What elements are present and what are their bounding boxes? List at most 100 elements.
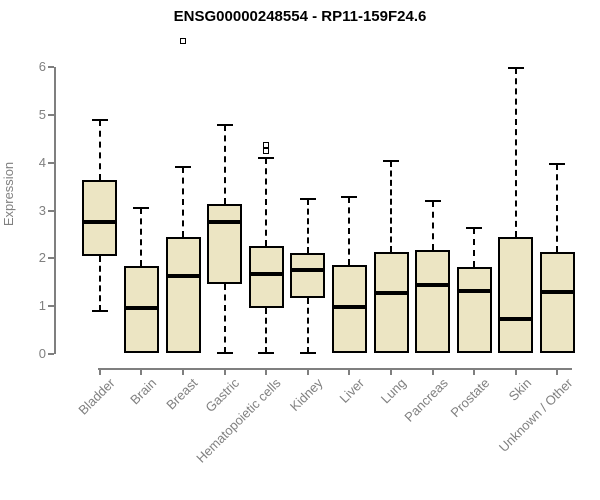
y-tick [48,257,54,260]
chart-title: ENSG00000248554 - RP11-159F24.6 [173,8,427,25]
outlier-hematopoietic-cells [263,142,270,149]
whisker-upper-brain [140,208,143,266]
x-axis-line [98,368,572,370]
whisker-upper-bladder [98,119,101,180]
y-tick-label: 0 [38,346,46,361]
y-tick [48,209,54,212]
whisker-cap-lower-hematopoietic-cells [258,351,275,354]
whisker-lower-bladder [98,255,101,311]
whisker-upper-gastric [223,125,226,205]
x-tick-label: Breast [163,375,201,413]
box-hematopoietic-cells [248,245,284,308]
y-tick-label: 6 [38,59,46,74]
median-breast [165,274,201,279]
median-hematopoietic-cells [248,272,284,277]
x-tick [514,368,517,375]
median-pancreas [415,283,451,288]
x-tick [182,368,184,375]
median-unknown-other [539,290,575,295]
y-tick-label: 1 [38,298,46,314]
median-gastric [207,220,243,225]
y-tick [48,66,54,68]
whisker-upper-skin [514,68,517,237]
x-tick [348,368,351,375]
median-bladder [82,219,118,224]
whisker-upper-hematopoietic-cells [265,158,268,246]
box-bladder [82,179,118,256]
outlier-hematopoietic-cells [263,148,270,155]
y-axis-line [54,67,56,354]
x-tick-label: Hematopoietic cells [193,375,285,466]
x-tick-label: Brain [127,375,160,408]
box-lung [373,252,409,354]
x-tick-label: Gastric [202,375,243,416]
median-liver [331,304,367,309]
x-tick [473,368,476,375]
median-prostate [456,288,492,293]
x-tick-label: Pancreas [401,375,451,425]
whisker-cap-upper-brain [133,207,150,210]
box-pancreas [415,250,451,354]
x-tick-label: Unknown / Other [495,375,576,455]
whisker-cap-upper-skin [507,67,524,70]
whisker-upper-liver [348,196,351,266]
whisker-cap-upper-gastric [216,124,233,127]
whisker-upper-lung [390,161,392,253]
x-tick [265,368,268,375]
outlier-breast [180,37,186,44]
y-tick-label: 3 [38,202,46,218]
box-prostate [456,267,492,354]
whisker-lower-kidney [306,298,309,353]
y-tick-label: 5 [38,106,46,122]
x-tick [98,368,101,375]
box-skin [498,236,534,354]
y-tick-label: 2 [38,250,46,266]
x-tick-label: Prostate [447,375,493,421]
median-skin [498,317,534,322]
whisker-cap-upper-hematopoietic-cells [258,157,275,160]
box-kidney [290,252,326,299]
y-tick [48,353,54,355]
median-brain [123,306,159,311]
whisker-cap-upper-kidney [299,198,316,201]
y-tick [48,161,54,164]
y-tick [48,113,54,116]
whisker-upper-unknown-other [556,164,559,253]
box-unknown-other [539,252,575,354]
x-tick [431,368,434,375]
whisker-cap-upper-prostate [466,227,483,230]
y-axis-label: Expression [1,161,16,227]
whisker-cap-upper-unknown-other [549,163,566,166]
median-kidney [290,267,326,272]
whisker-cap-lower-bladder [91,309,108,312]
whisker-cap-upper-liver [341,195,358,198]
whisker-cap-upper-pancreas [424,199,441,202]
whisker-cap-lower-gastric [216,351,233,354]
box-gastric [207,204,243,284]
x-tick-label: Kidney [286,375,326,415]
x-tick-label: Liver [336,375,368,406]
whisker-upper-pancreas [431,200,434,251]
y-tick-label: 4 [38,154,46,170]
whisker-cap-upper-breast [175,166,191,169]
whisker-lower-gastric [223,283,226,353]
whisker-cap-upper-lung [383,160,399,163]
whisker-lower-hematopoietic-cells [265,307,268,353]
x-tick-label: Bladder [75,375,118,418]
whisker-cap-upper-bladder [91,118,108,121]
box-breast [165,236,201,354]
whisker-cap-lower-kidney [299,351,316,354]
x-tick [306,368,309,375]
median-lung [373,291,409,296]
whisker-upper-breast [182,167,184,237]
x-tick-label: Skin [505,375,534,404]
x-tick-label: Lung [377,375,409,407]
whisker-upper-kidney [306,199,309,253]
x-tick [556,368,559,375]
x-tick [223,368,226,375]
box-liver [331,265,367,354]
whisker-upper-prostate [473,228,476,268]
y-tick [48,305,54,308]
x-tick [390,368,392,375]
